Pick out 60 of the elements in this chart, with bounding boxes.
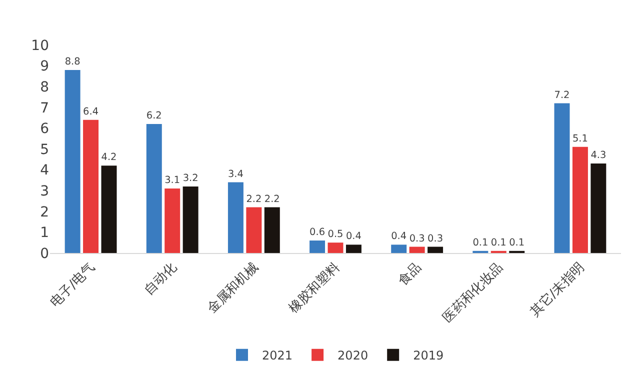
- data-label: 3.2: [182, 173, 198, 184]
- y-tick-label: 5: [40, 142, 49, 158]
- data-label: 0.1: [490, 237, 506, 248]
- bar: [101, 166, 117, 253]
- data-label: 3.1: [164, 175, 180, 186]
- data-label: 4.3: [590, 150, 606, 162]
- x-tick-label: 其它/未指明: [527, 259, 588, 320]
- bar: [228, 182, 244, 253]
- bar: [391, 244, 407, 253]
- data-label: 2.2: [264, 194, 280, 205]
- data-label: 0.3: [428, 233, 444, 244]
- bar: [428, 246, 444, 253]
- y-tick-label: 9: [40, 58, 49, 75]
- data-label: 0.1: [509, 237, 525, 248]
- y-tick-label: 0: [40, 246, 49, 262]
- data-label: 0.4: [346, 231, 362, 242]
- y-tick-label: 8: [40, 80, 49, 96]
- data-label: 0.3: [409, 233, 425, 244]
- data-label: 0.4: [391, 231, 407, 242]
- bar: [328, 242, 344, 253]
- y-tick-label: 2: [40, 204, 49, 220]
- y-tick-label: 3: [40, 184, 49, 200]
- x-tick-label: 电子/电气: [48, 260, 98, 310]
- x-tick-label: 自动化: [142, 260, 180, 298]
- data-label: 3.4: [228, 168, 244, 180]
- bar: [64, 70, 80, 253]
- bar: [310, 240, 326, 253]
- data-label: 8.8: [64, 56, 80, 68]
- data-label: 6.2: [146, 110, 162, 122]
- bar: [409, 246, 425, 253]
- y-tick-label: 6: [40, 121, 50, 138]
- data-label: 0.1: [472, 237, 488, 248]
- legend-label: 2021: [262, 348, 293, 363]
- legend-label: 2019: [413, 348, 444, 363]
- bar: [246, 207, 262, 253]
- bar: [572, 146, 588, 253]
- data-label: 0.5: [328, 229, 344, 240]
- x-tick-label: 食品: [396, 260, 424, 289]
- data-label: 6.4: [83, 106, 99, 118]
- bar: [146, 124, 162, 253]
- bar: [346, 244, 362, 253]
- data-label: 4.2: [101, 152, 117, 164]
- legend-label: 2020: [338, 348, 368, 363]
- y-tick-label: 10: [31, 38, 49, 54]
- y-tick-label: 7: [40, 100, 49, 116]
- x-tick-label: 金属和机械: [204, 260, 262, 316]
- bar: [182, 186, 198, 253]
- data-label: 5.1: [572, 133, 588, 144]
- data-label: 2.2: [246, 194, 262, 205]
- y-tick-label: 1: [40, 225, 49, 242]
- bar: [164, 188, 180, 253]
- data-label: 0.6: [310, 227, 326, 238]
- bar: [83, 120, 99, 253]
- bar: [590, 164, 606, 253]
- data-label: 7.2: [554, 90, 570, 101]
- x-tick-label: 医药和化妆品: [440, 260, 506, 326]
- x-tick-label: 橡胶和塑料: [286, 259, 343, 316]
- bar: [264, 207, 280, 253]
- bar: [554, 103, 570, 253]
- y-tick-label: 4: [40, 162, 50, 179]
